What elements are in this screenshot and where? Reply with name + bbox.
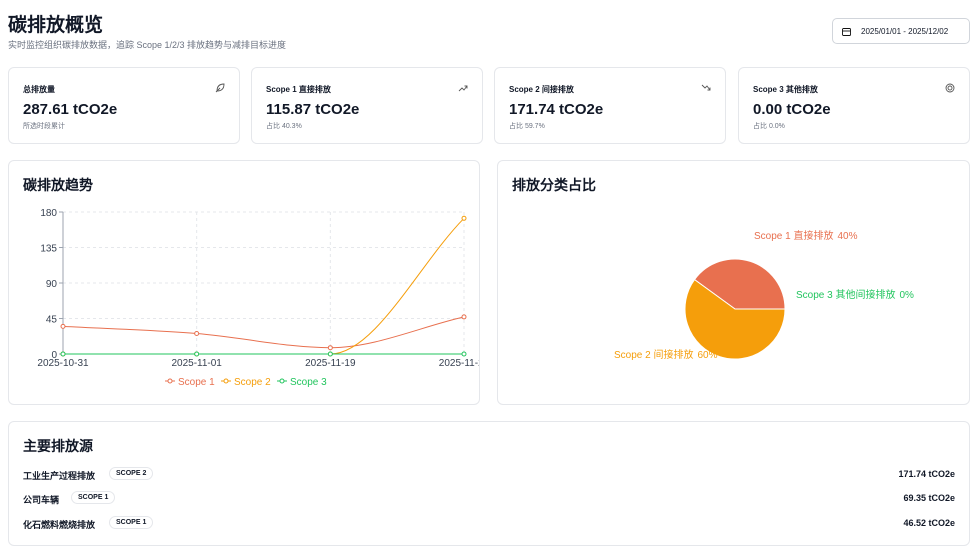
source-value: 69.35 tCO2e: [903, 493, 955, 503]
source-row: 公司车辆 SCOPE 1 69.35 tCO2e: [23, 491, 955, 507]
data-point: [194, 351, 200, 357]
kpi-note: 所选时段累计: [23, 123, 65, 130]
legend-marker: [279, 378, 285, 384]
source-name: 工业生产过程排放: [23, 471, 96, 481]
trend-down-icon: [701, 84, 711, 91]
source-value: 171.74 tCO2e: [898, 469, 955, 479]
slice-label: Scope 3 其他间接排放 0%: [796, 288, 914, 301]
data-point: [461, 314, 467, 320]
pie-slice: [684, 278, 786, 360]
x-tick-label: 2025-11-28: [439, 358, 479, 369]
legend-label: Scope 3: [290, 377, 327, 388]
kpi-card: Scope 1 直接排放 115.87 tCO2e 占比 40.3%: [251, 67, 483, 144]
series-line: [62, 316, 465, 349]
source-row: 工业生产过程排放 SCOPE 2 171.74 tCO2e: [23, 467, 955, 483]
kpi-card: Scope 3 其他排放 0.00 tCO2e 占比 0.0%: [738, 67, 970, 144]
scope-badge: SCOPE 2: [109, 467, 154, 480]
calendar-icon: [842, 28, 851, 36]
legend-marker: [167, 378, 173, 384]
kpi-label: 总排放量: [23, 85, 55, 94]
y-tick-label: 45: [46, 315, 58, 326]
slice-label: Scope 2 间接排放 60%: [614, 348, 718, 361]
kpi-label: Scope 1 直接排放: [266, 85, 331, 94]
chart-title: 排放分类占比: [512, 177, 596, 193]
target-icon: [945, 83, 955, 93]
kpi-card: 总排放量 287.61 tCO2e 所选时段累计: [8, 67, 240, 144]
data-point: [60, 351, 66, 357]
slice-value: 60%: [697, 350, 717, 361]
kpi-value: 115.87 tCO2e: [266, 101, 360, 118]
y-tick-label: 180: [40, 208, 57, 219]
data-point: [327, 345, 333, 351]
pie-slice: [693, 258, 786, 310]
trend-card: 碳排放趋势 0 45 90 135 180 2025-10-31 2025-11-01 202…: [8, 160, 480, 405]
pie-chart: Scope 1 直接排放 40% Scope 2 间接排放 60% Scope 3 其他…: [614, 229, 914, 361]
slice-label: Scope 1 直接排放 40%: [754, 229, 858, 242]
page-subtitle: 实时监控组织碳排放数据，追踪 Scope 1/2/3 排放趋势与减排目标进度: [8, 40, 287, 50]
y-tick-label: 0: [51, 350, 57, 361]
slice-value: 40%: [837, 231, 857, 242]
date-range-button[interactable]: 2025/01/01 - 2025/12/02: [832, 18, 970, 44]
kpi-note: 占比 59.7%: [509, 123, 545, 130]
page-title: 碳排放概览: [8, 15, 104, 36]
x-tick-label: 2025-10-31: [37, 358, 89, 369]
pie-card: 排放分类占比 Scope 1 直接排放 40% Scope 2 间接排放 60% Sco…: [497, 160, 970, 405]
leaf-icon: [215, 83, 225, 93]
slice-name: Scope 2 间接排放: [614, 348, 693, 361]
kpi-value: 287.61 tCO2e: [23, 101, 118, 118]
chart-title: 碳排放趋势: [23, 177, 93, 193]
x-tick-label: 2025-11-01: [171, 358, 222, 369]
legend-label: Scope 1: [178, 377, 215, 388]
kpi-card: Scope 2 间接排放 171.74 tCO2e 占比 59.7%: [494, 67, 726, 144]
source-name: 公司车辆: [23, 495, 60, 505]
scope-badge: SCOPE 1: [109, 516, 154, 529]
source-value: 46.52 tCO2e: [903, 518, 955, 528]
slice-name: Scope 3 其他间接排放: [796, 288, 895, 301]
slice-value: 0%: [899, 290, 914, 301]
kpi-label: Scope 2 间接排放: [509, 85, 574, 94]
scope-badge: SCOPE 1: [71, 491, 116, 504]
kpi-value: 0.00 tCO2e: [753, 101, 831, 118]
y-tick-label: 135: [40, 244, 57, 255]
date-range-text: 2025/01/01 - 2025/12/02: [861, 27, 949, 36]
source-name: 化石燃料燃烧排放: [23, 520, 96, 530]
data-point: [461, 215, 467, 221]
kpi-note: 占比 0.0%: [753, 123, 785, 130]
section-title: 主要排放源: [23, 438, 93, 454]
kpi-value: 171.74 tCO2e: [509, 101, 604, 118]
sources-card: 主要排放源 工业生产过程排放 SCOPE 2 171.74 tCO2e 公司车辆…: [8, 421, 970, 546]
line-chart: 0 45 90 135 180 2025-10-31 2025-11-01 2025-11-1…: [37, 208, 479, 388]
source-row: 化石燃料燃烧排放 SCOPE 1 46.52 tCO2e: [23, 516, 955, 532]
data-point: [60, 323, 66, 329]
data-point: [194, 330, 200, 336]
x-tick-label: 2025-11-19: [305, 358, 356, 369]
legend-label: Scope 2: [234, 377, 271, 388]
trend-up-icon: [458, 85, 468, 92]
y-tick-label: 90: [46, 279, 58, 290]
slice-name: Scope 1 直接排放: [754, 229, 833, 242]
legend-marker: [223, 378, 229, 384]
kpi-label: Scope 3 其他排放: [753, 85, 818, 94]
data-point: [461, 351, 467, 357]
data-point: [327, 351, 333, 357]
kpi-note: 占比 40.3%: [266, 123, 302, 130]
